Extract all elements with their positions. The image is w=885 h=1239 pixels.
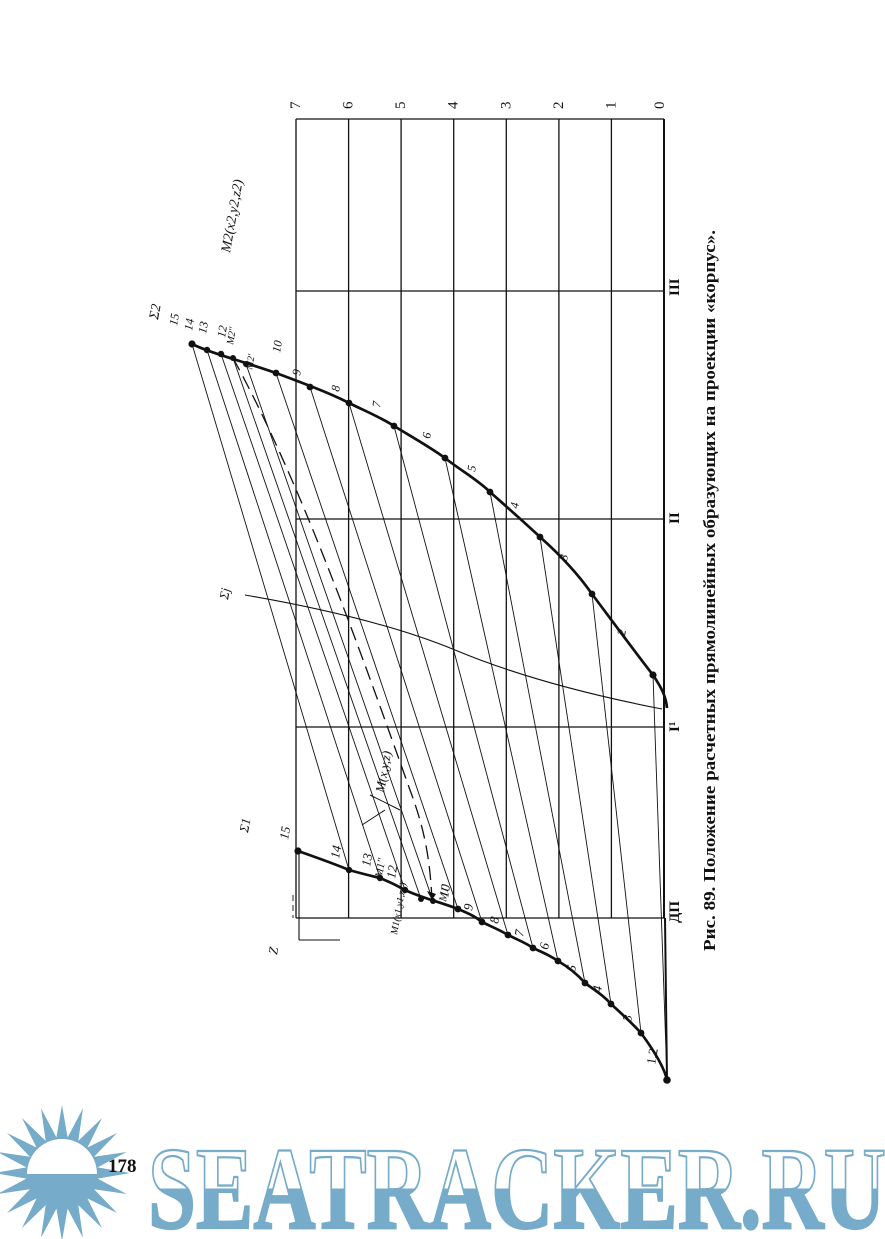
svg-text:Σ2: Σ2 (147, 303, 165, 322)
svg-text:178: 178 (108, 1156, 137, 1177)
svg-text:15: 15 (166, 312, 182, 326)
svg-text:10: 10 (269, 339, 285, 353)
svg-text:Рис. 89. Положение расчетных п: Рис. 89. Положение расчетных прямолинейн… (700, 230, 719, 951)
svg-text:7: 7 (288, 101, 304, 109)
svg-text:1,2: 1,2 (643, 1047, 661, 1066)
svg-text:ДП: ДП (667, 901, 683, 923)
svg-text:SEATRACKER.RU: SEATRACKER.RU (148, 1123, 885, 1239)
svg-text:4: 4 (446, 101, 462, 109)
svg-text:2: 2 (551, 102, 567, 110)
svg-text:Σ1: Σ1 (236, 817, 253, 835)
svg-text:13: 13 (195, 320, 211, 334)
svg-text:6: 6 (341, 101, 357, 109)
svg-text:3: 3 (498, 102, 514, 110)
svg-text:1: 1 (603, 102, 619, 110)
svg-text:II: II (667, 512, 683, 524)
svg-text:III: III (667, 278, 683, 296)
svg-text:I¹: I¹ (667, 722, 683, 732)
svg-text:5: 5 (393, 102, 409, 110)
svg-text:0: 0 (652, 102, 668, 110)
